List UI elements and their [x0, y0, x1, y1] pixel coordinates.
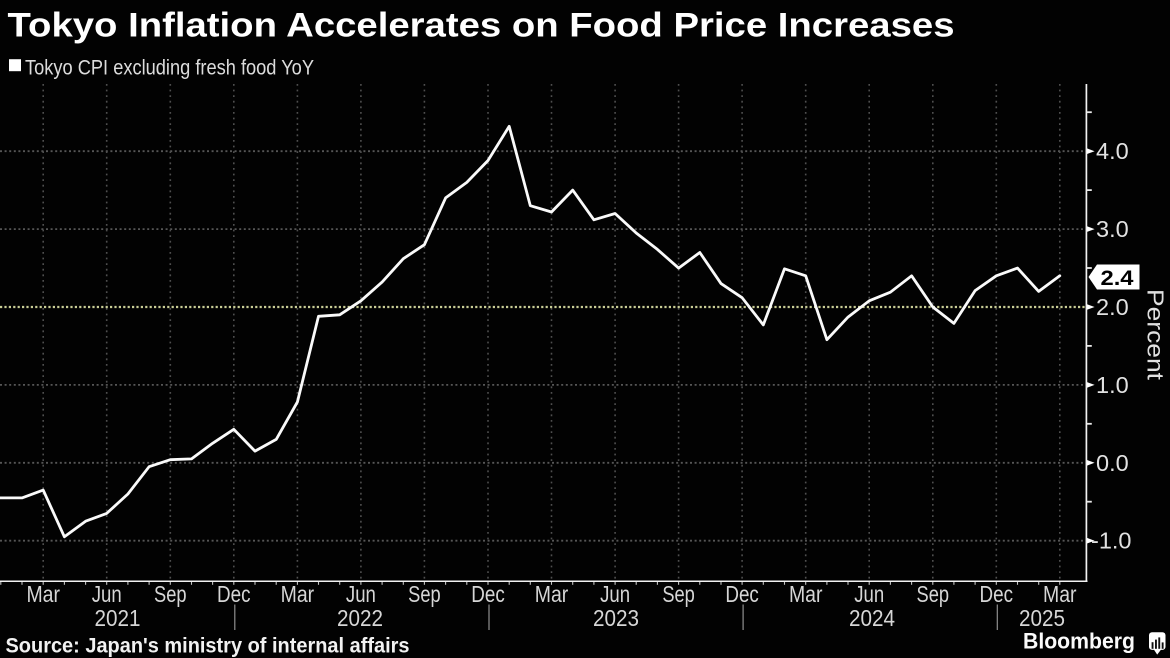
svg-text:2022: 2022	[337, 605, 383, 631]
svg-text:Mar: Mar	[535, 581, 569, 607]
svg-text:Bloomberg: Bloomberg	[1023, 628, 1135, 653]
svg-text:Jun: Jun	[346, 581, 376, 607]
svg-text:Source: Japan's ministry of in: Source: Japan's ministry of internal aff…	[6, 634, 410, 657]
svg-text:Jun: Jun	[92, 581, 122, 607]
svg-text:2.0: 2.0	[1096, 294, 1129, 320]
svg-text:2021: 2021	[95, 605, 141, 631]
svg-text:Dec: Dec	[725, 581, 759, 607]
svg-text:Tokyo CPI excluding fresh food: Tokyo CPI excluding fresh food YoY	[25, 55, 314, 79]
svg-text:Jun: Jun	[854, 581, 884, 607]
svg-text:Dec: Dec	[471, 581, 505, 607]
svg-text:2025: 2025	[1019, 605, 1065, 631]
svg-text:Jun: Jun	[600, 581, 630, 607]
svg-text:-1.0: -1.0	[1091, 528, 1132, 554]
svg-text:Mar: Mar	[26, 581, 60, 607]
svg-text:Sep: Sep	[662, 581, 695, 607]
svg-text:Percent: Percent	[1143, 289, 1169, 381]
svg-text:Dec: Dec	[980, 581, 1014, 607]
svg-text:3.0: 3.0	[1096, 216, 1129, 242]
svg-text:Sep: Sep	[154, 581, 187, 607]
svg-text:2024: 2024	[849, 605, 895, 631]
svg-text:2023: 2023	[593, 605, 639, 631]
svg-text:Sep: Sep	[408, 581, 441, 607]
svg-text:Sep: Sep	[917, 581, 950, 607]
svg-text:Mar: Mar	[281, 581, 315, 607]
svg-text:0.0: 0.0	[1096, 450, 1129, 476]
svg-text:4.0: 4.0	[1096, 138, 1129, 164]
svg-text:Tokyo Inflation Accelerates on: Tokyo Inflation Accelerates on Food Pric…	[8, 7, 955, 45]
svg-text:Mar: Mar	[789, 581, 823, 607]
svg-text:Mar: Mar	[1043, 581, 1077, 607]
svg-text:Dec: Dec	[217, 581, 251, 607]
svg-text:1.0: 1.0	[1096, 372, 1129, 398]
svg-text:2.4: 2.4	[1101, 266, 1134, 290]
